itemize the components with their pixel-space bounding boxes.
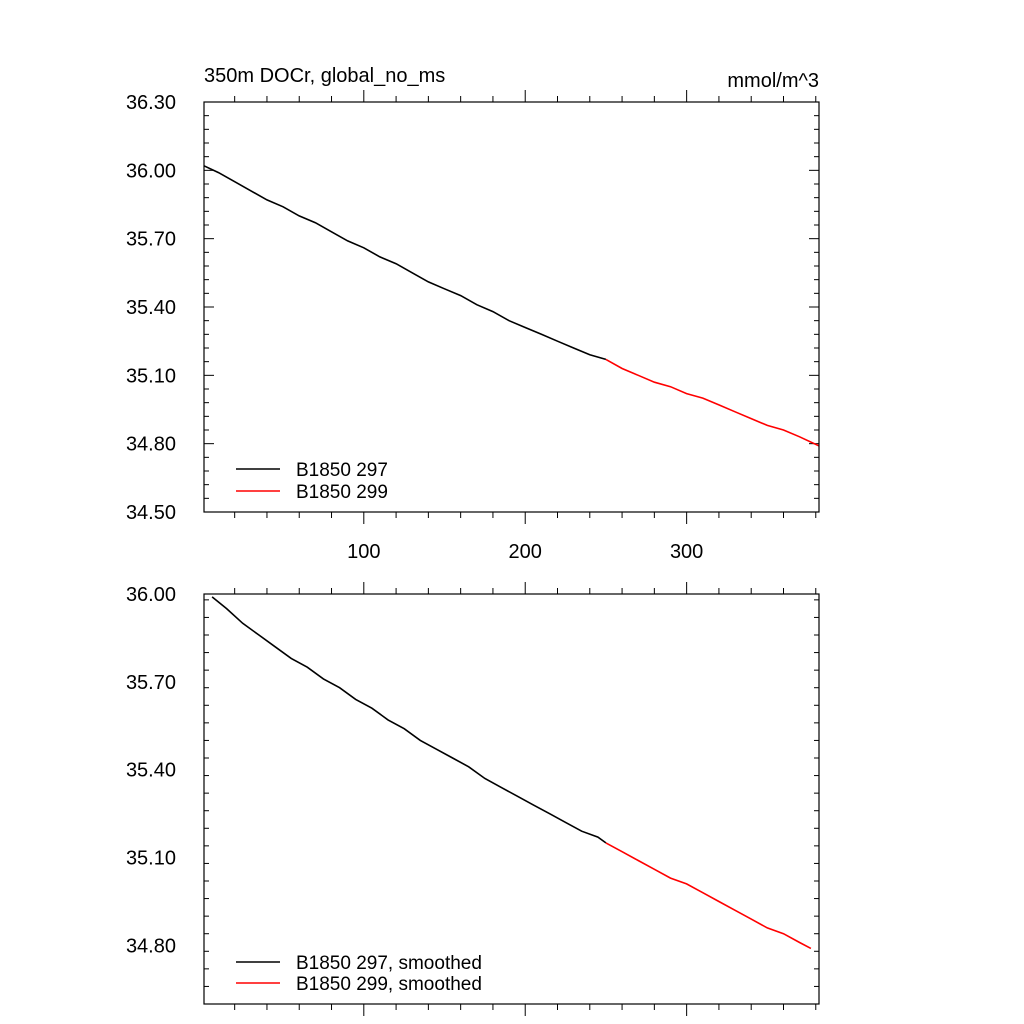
y-tick-label: 35.10 xyxy=(126,365,176,387)
y-tick-label: 36.00 xyxy=(126,584,176,606)
top-axis-ticks: 34.50 34.80 35.10 35.40 35.70 36.00 36.30 100 20… xyxy=(126,90,819,563)
bottom-axis-ticks: 34.80 35.10 35.40 35.70 36.00 xyxy=(126,582,819,1016)
top-plot-frame xyxy=(203,101,820,513)
series-line-b1850-297 xyxy=(203,165,607,361)
top-series-lines xyxy=(203,165,820,447)
legend-label-b1850-297-smoothed: B1850 297, smoothed xyxy=(296,953,482,974)
x-tick-label: 100 xyxy=(347,541,380,563)
y-tick-label: 36.30 xyxy=(126,92,176,114)
series-line-b1850-299 xyxy=(605,358,820,447)
y-tick-label: 35.70 xyxy=(126,229,176,251)
y-tick-label: 35.40 xyxy=(126,760,176,782)
y-tick-label: 34.50 xyxy=(126,502,176,524)
series-line-b1850-299 xyxy=(605,842,812,950)
top-panel: 350m DOCr, global_no_ms mmol/m^3 34.5034… xyxy=(126,65,820,563)
bottom-panel: 34.80 35.10 35.40 35.70 36.00 B1850 297, smo… xyxy=(126,582,820,1016)
legend-label-b1850-297: B1850 297 xyxy=(296,460,388,481)
y-tick-label: 35.70 xyxy=(126,672,176,694)
x-tick-label: 200 xyxy=(509,541,542,563)
top-legend: B1850 297 B1850 299 xyxy=(236,460,388,503)
y-tick-label: 35.40 xyxy=(126,297,176,319)
bottom-plot-frame xyxy=(203,593,820,1005)
bottom-series-lines xyxy=(211,596,812,950)
bottom-legend: B1850 297, smoothed B1850 299, smoothed xyxy=(236,953,482,995)
y-tick-label: 35.10 xyxy=(126,848,176,870)
chart-title: 350m DOCr, global_no_ms xyxy=(204,65,445,87)
units-label: mmol/m^3 xyxy=(727,70,819,92)
x-tick-label: 300 xyxy=(670,541,703,563)
y-tick-label: 36.00 xyxy=(126,160,176,182)
y-tick-label: 34.80 xyxy=(126,434,176,456)
y-tick-label: 34.80 xyxy=(126,935,176,957)
legend-label-b1850-299-smoothed: B1850 299, smoothed xyxy=(296,974,482,995)
series-line-b1850-297 xyxy=(211,596,607,844)
legend-label-b1850-299: B1850 299 xyxy=(296,482,388,503)
